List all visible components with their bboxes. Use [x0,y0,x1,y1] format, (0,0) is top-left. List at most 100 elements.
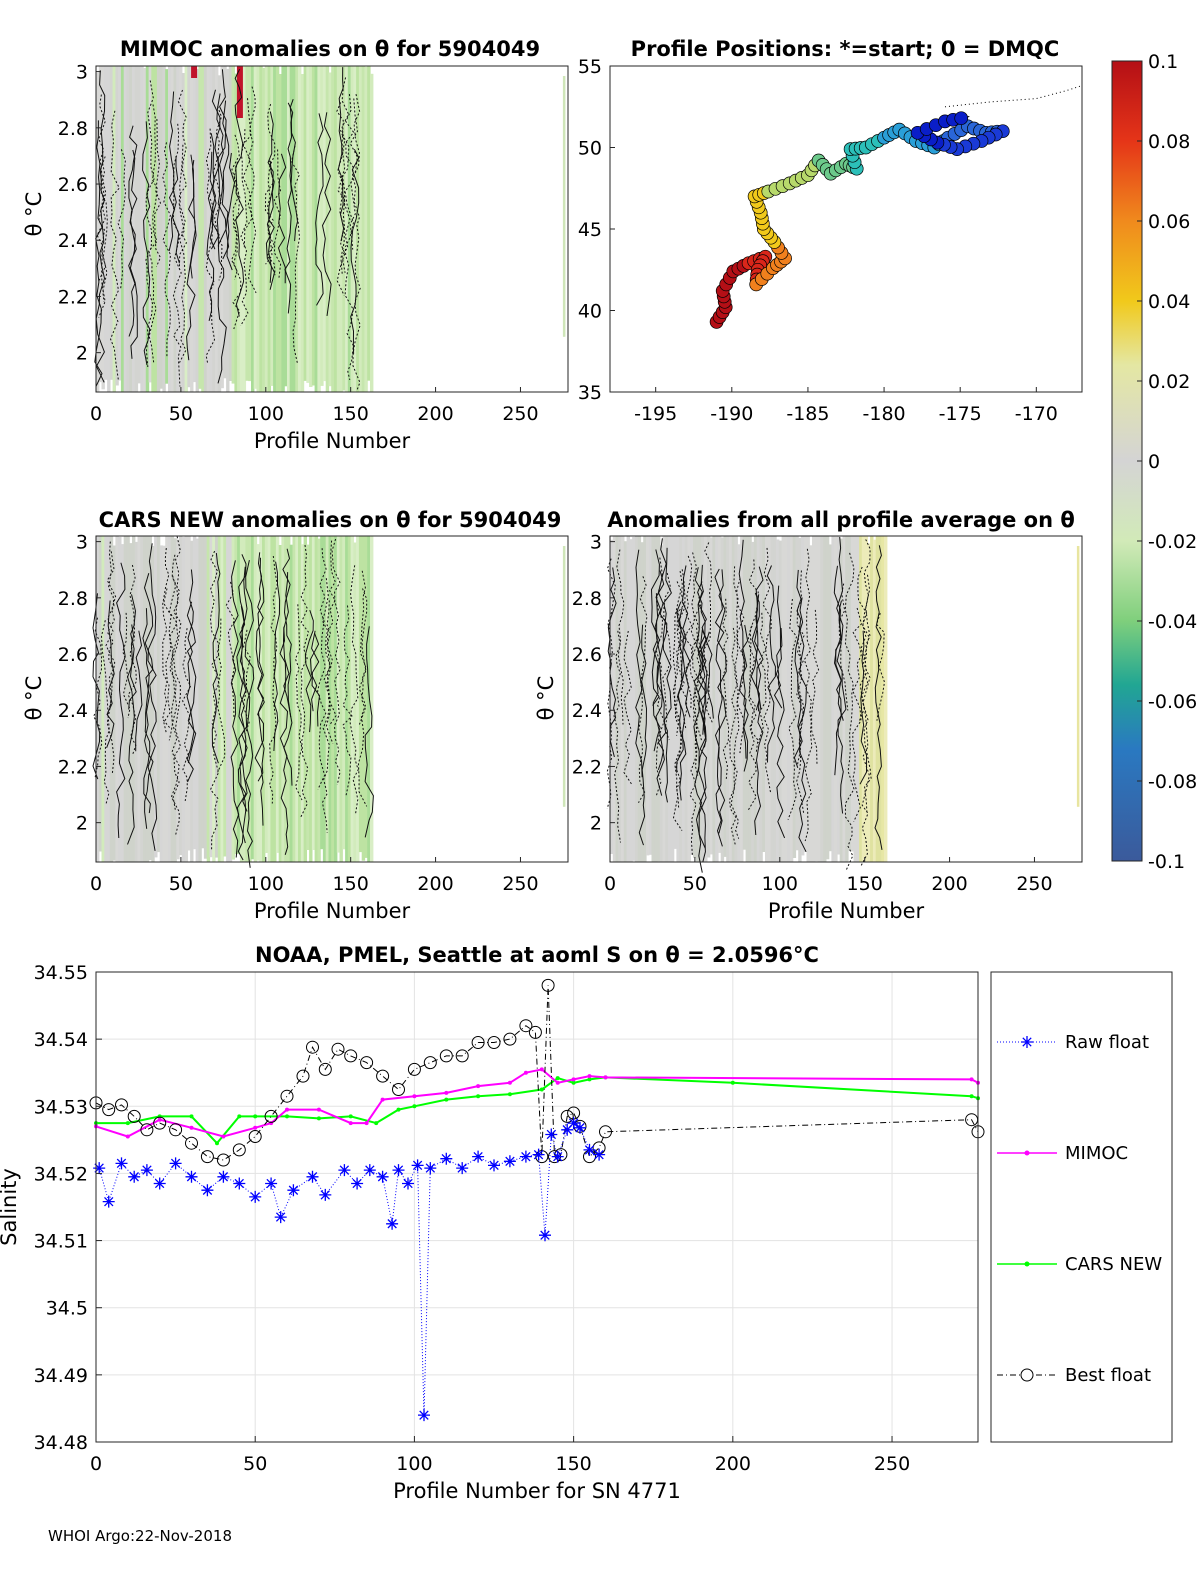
heatmap-column [637,536,642,862]
best-float-marker [455,1049,469,1063]
raw-float-marker [567,1117,580,1130]
raw-float-marker [545,1128,558,1141]
contour-line [697,564,707,849]
heatmap-column [245,66,249,381]
best-float-marker [232,1143,246,1157]
heatmap-column [839,538,844,862]
heatmap-column [264,66,269,392]
x-tick-label: 100 [248,873,284,895]
cars-new-point [237,1114,242,1119]
contour-line [762,547,772,793]
mimoc-xlabel: Profile Number [254,429,411,453]
heatmap-column [206,66,211,392]
cars-new-point [215,1141,219,1146]
heatmap-column [98,536,103,852]
contour-line [268,555,278,804]
x-tick-label: 50 [169,873,193,895]
heatmap-column [729,536,733,862]
heatmap-column [187,536,191,851]
mimoc-point [969,1077,974,1082]
allavg-xlabel: Profile Number [768,899,925,923]
mimoc-point [587,1074,592,1079]
heatmap-column [370,73,374,393]
cars-new-point [348,1114,353,1119]
colorbar-tick-label: -0.06 [1148,691,1197,713]
contour-line [264,159,275,265]
cars-new-point [476,1094,481,1099]
y-tick-label: 34.55 [34,962,88,984]
heatmap-column [162,545,166,862]
x-tick-label: 0 [90,1453,102,1475]
raw-float-marker [551,1150,564,1163]
contour-line [289,99,299,242]
heatmap-column [170,536,175,862]
raw-float-marker [424,1162,437,1175]
x-tick-label: 100 [762,873,798,895]
heatmap-column [878,536,882,862]
raw-float-marker [185,1170,198,1183]
contour-line [635,549,643,778]
y-tick-label: 35 [578,382,602,404]
heatmap-column [165,536,169,862]
contour-line [773,585,783,709]
contour-line [221,100,230,260]
cars-new-point [507,1092,512,1097]
raw-float-marker [376,1170,389,1183]
y-tick-label: 45 [578,219,602,241]
contour-line [852,607,863,822]
heatmap-column [151,66,155,392]
colorbar-tick-label: 0.02 [1148,371,1190,393]
contour-line [186,601,197,764]
raw-float-marker [287,1184,300,1197]
mimoc-title: MIMOC anomalies on θ for 5904049 [120,37,540,61]
heatmap-column [256,66,260,392]
colorbar: 0.1 0.08 0.06 0.04 0.02 0 -0.02 -0.04 -0.06 -0.08… [1111,51,1197,873]
y-tick-label: 2.6 [58,174,88,196]
heatmap-column [168,66,172,392]
heatmap-column [226,68,230,393]
heatmap-column [726,536,730,862]
heatmap-column [284,536,288,862]
salinity-bg [96,972,978,1442]
heatmap-column [328,536,332,862]
heatmap-column [626,536,630,862]
heatmap-column [234,536,238,855]
heatmap-column [353,66,357,392]
heatmap-column [220,536,224,862]
heatmap-column [673,536,678,849]
heatmap-column [292,536,296,862]
contour-line [145,80,155,368]
contour-line [613,630,621,843]
heatmap-column [870,536,874,862]
heatmap-column [156,536,161,853]
contour-line [859,630,868,785]
heatmap-column [107,66,111,392]
contour-line [835,537,844,721]
heatmap-column [823,536,827,862]
heatmap-column [245,536,249,862]
best-float-marker [392,1083,405,1096]
heatmap-column [612,536,617,862]
heatmap-column [270,536,274,862]
contour-line [94,120,103,387]
contour-line [748,559,759,753]
contour-line [244,559,255,868]
heatmap-column [203,66,208,392]
heatmap-column [339,536,343,862]
y-tick-label: 34.51 [34,1231,88,1253]
contour-line [211,553,221,764]
contour-line [844,552,855,872]
mimoc-panel: MIMOC anomalies on θ for 5904049 0 50 100 1… [22,37,569,453]
heatmap-column [292,66,296,392]
x-tick-label: 100 [248,403,284,425]
heatmap-column [336,536,341,853]
colorbar-tick-label: 0 [1148,451,1160,473]
heatmap-column [731,536,736,862]
best-float-marker [407,1062,421,1076]
heatmap-column [132,536,136,862]
contour-line [341,77,351,273]
raw-float-marker [561,1123,574,1136]
y-tick-label: 2.8 [58,588,88,610]
heatmap-column [143,68,147,392]
colorbar-tick-label: -0.04 [1148,611,1197,633]
